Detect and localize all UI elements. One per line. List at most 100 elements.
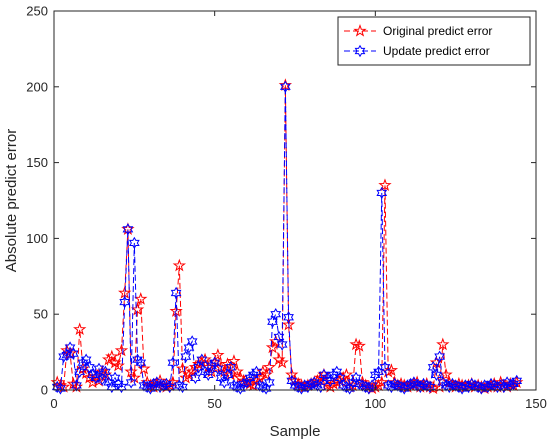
series-line [56, 86, 518, 390]
data-point [476, 382, 487, 395]
data-point [167, 356, 179, 369]
plot-background [54, 11, 536, 390]
x-axis-label: Sample [270, 423, 321, 440]
data-point [141, 380, 153, 394]
data-point [443, 380, 455, 394]
data-point [263, 376, 275, 389]
data-point [431, 368, 442, 382]
data-point [130, 302, 145, 316]
data-point [504, 379, 516, 392]
data-point [382, 379, 394, 392]
data-point [157, 379, 169, 392]
data-point [369, 368, 381, 382]
data-point [279, 80, 291, 94]
y-tick-label: 200 [26, 79, 48, 94]
data-point [472, 380, 484, 394]
data-point [251, 365, 262, 379]
data-point [302, 380, 314, 394]
data-point [228, 379, 240, 392]
data-point [211, 348, 225, 361]
axes-frame [53, 10, 537, 391]
data-point [375, 375, 389, 389]
data-point [479, 379, 490, 392]
data-point [61, 348, 73, 362]
data-point [128, 236, 140, 250]
data-point [402, 379, 413, 392]
data-point [154, 380, 166, 394]
legend-entry: Update predict error [344, 44, 490, 58]
legend-entry: Original predict error [344, 23, 492, 38]
legend-box [337, 16, 531, 66]
data-point [424, 380, 436, 394]
data-point [379, 361, 391, 374]
data-point [371, 378, 386, 392]
data-point [196, 353, 208, 366]
data-point [337, 379, 349, 392]
data-point [114, 343, 129, 357]
data-point [55, 382, 66, 395]
data-point [172, 258, 186, 272]
data-point [373, 365, 384, 379]
y-tick-label: 0 [41, 383, 48, 398]
data-point [459, 379, 471, 392]
data-point [135, 356, 147, 369]
data-point [421, 379, 433, 392]
data-point [405, 377, 417, 391]
data-point [495, 379, 507, 392]
data-point [395, 380, 407, 394]
legend: Original predict error Update predict err… [337, 16, 531, 66]
data-point [296, 382, 307, 395]
data-point [58, 350, 70, 363]
data-point [341, 380, 352, 394]
data-point [254, 379, 266, 392]
data-point [206, 359, 217, 372]
data-point [119, 295, 131, 309]
data-point [398, 382, 410, 395]
x-tick-label: 100 [364, 396, 386, 411]
ticks-layer: 0 50 100 150 0 50 100 150 200 250 [26, 4, 547, 412]
data-point [378, 178, 392, 192]
data-point [134, 292, 148, 305]
data-point [440, 379, 452, 392]
data-point [122, 223, 134, 236]
data-point [498, 380, 510, 394]
plot-area [54, 11, 536, 390]
data-point [67, 347, 79, 360]
data-point [182, 367, 196, 381]
data-point [190, 371, 201, 385]
data-point [169, 304, 183, 317]
data-point [100, 365, 111, 379]
legend-items: Original predict error Update predict err… [344, 23, 492, 58]
data-point [453, 380, 465, 394]
series-layer [50, 78, 524, 395]
data-point [125, 376, 137, 389]
data-point [339, 367, 354, 381]
y-tick-label: 50 [34, 307, 48, 322]
data-point [71, 379, 82, 392]
data-point [106, 380, 118, 394]
data-point [202, 368, 214, 382]
data-point [262, 360, 276, 373]
data-point [432, 379, 447, 393]
data-point [485, 377, 497, 391]
data-point [289, 379, 301, 392]
data-point [299, 379, 311, 392]
data-point [175, 361, 190, 375]
data-point [434, 350, 445, 363]
data-point [469, 379, 481, 392]
data-point [363, 382, 375, 395]
data-point [244, 371, 256, 385]
data-point [463, 380, 474, 394]
data-point [51, 380, 63, 394]
data-point [73, 322, 87, 336]
data-point [180, 350, 192, 363]
data-point [366, 379, 378, 392]
data-point [450, 379, 462, 392]
data-point [315, 380, 327, 394]
data-point [222, 368, 233, 382]
data-point [265, 340, 280, 354]
data-point [257, 380, 269, 394]
data-point [96, 373, 108, 386]
data-point [212, 362, 224, 375]
data-point [283, 311, 294, 324]
